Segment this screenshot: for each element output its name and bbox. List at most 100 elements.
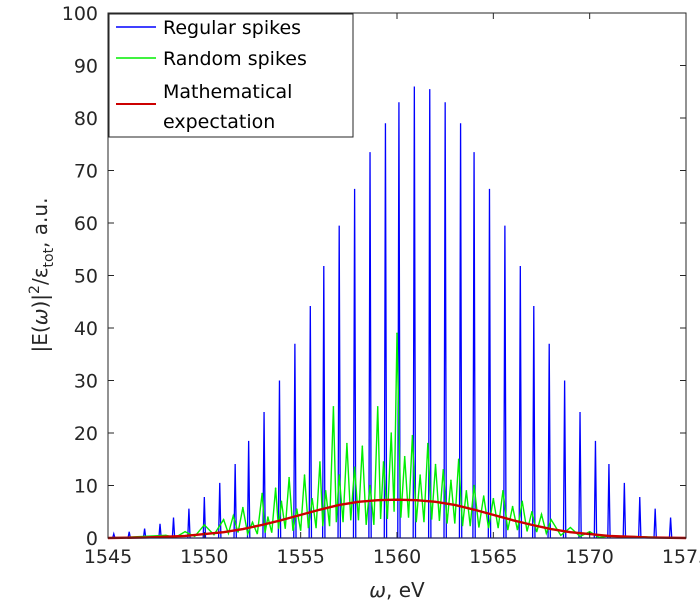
random-spike-point <box>502 489 504 492</box>
random-spike-point <box>411 434 414 437</box>
expectation-point <box>531 524 533 526</box>
random-spike-point <box>261 492 263 495</box>
random-spike-point <box>267 516 269 518</box>
random-spike-point <box>540 513 543 516</box>
expectation-point <box>511 519 514 521</box>
regular-spike <box>562 380 567 539</box>
regular-spike <box>171 517 176 539</box>
random-spike-point <box>353 466 356 468</box>
regular-spike <box>472 152 476 539</box>
expectation-point <box>261 524 263 526</box>
random-spike-point <box>242 506 244 509</box>
ticks-layer: 1545 1550 1555 1560 1565 1570 1575 0 10 20 30 40 50 6… <box>62 3 700 568</box>
random-spike-point <box>403 455 406 458</box>
random-spike-point <box>450 479 452 482</box>
regular-spike <box>127 531 131 539</box>
random-spike-point <box>319 461 321 463</box>
random-spike-point <box>369 484 371 487</box>
y-axis-label: |E(ω)|2/εtot, a.u. <box>27 198 57 353</box>
legend-box <box>108 13 354 138</box>
legend-label-expectation-2: expectation <box>163 111 275 133</box>
expectation-point <box>550 528 552 530</box>
series-2 <box>107 498 687 540</box>
random-spike-point <box>550 518 552 521</box>
regular-spike <box>607 463 611 539</box>
random-spike-point <box>232 515 235 517</box>
random-spike-point <box>511 505 514 508</box>
y-tick-label: 40 <box>74 318 98 340</box>
legend-label-expectation-1: Mathematical <box>163 81 292 103</box>
expectation-point <box>357 501 360 503</box>
y-tick-label: 30 <box>74 371 98 393</box>
random-spike-point <box>376 405 379 408</box>
y-tick-label: 90 <box>74 56 98 78</box>
expectation-point <box>415 499 417 501</box>
expectation-point <box>319 509 321 511</box>
regular-spike <box>637 497 642 539</box>
regular-spike <box>352 188 357 539</box>
expectation-point <box>377 499 379 501</box>
regular-spike <box>337 225 342 539</box>
regular-spike <box>368 152 372 539</box>
random-spike-point <box>303 474 306 476</box>
expectation-point <box>454 504 456 506</box>
y-tick-label: 70 <box>74 161 98 183</box>
random-spike-point <box>346 442 348 445</box>
expectation-point <box>242 528 244 530</box>
random-spike-point <box>521 500 524 503</box>
random-spike-point <box>492 497 495 500</box>
regular-spike <box>412 86 417 539</box>
regular-spike <box>487 188 492 539</box>
regular-spike <box>142 528 147 539</box>
regular-spike <box>321 266 326 539</box>
regular-spike <box>578 411 582 539</box>
y-tick-label: 80 <box>74 108 98 130</box>
random-spike-point <box>465 489 468 492</box>
random-spike-point <box>311 497 314 500</box>
regular-spike <box>518 266 523 539</box>
random-spike-point <box>280 500 283 503</box>
random-spike-point <box>531 510 533 513</box>
random-spike-point <box>288 476 290 479</box>
regular-spike <box>111 531 116 539</box>
random-spike-point <box>569 526 572 529</box>
expectation-point <box>300 514 302 516</box>
regular-spike <box>277 380 282 539</box>
random-spike-point <box>332 405 335 408</box>
random-spike-point <box>184 530 186 533</box>
expectation-point <box>280 519 282 521</box>
random-spike-point <box>434 463 437 466</box>
regular-spike <box>246 440 251 539</box>
random-spike-point <box>222 518 225 521</box>
x-tick-label: 1570 <box>565 546 613 568</box>
regular-spike <box>202 497 207 539</box>
series-1 <box>107 332 687 539</box>
expectation-point <box>434 501 437 503</box>
regular-spike <box>531 305 536 539</box>
legend: Regular spikes Random spikes Mathematica… <box>108 13 354 138</box>
regular-spike <box>308 305 313 539</box>
x-tick-label: 1545 <box>84 546 132 568</box>
y-tick-label: 0 <box>86 528 98 550</box>
y-tick-label: 100 <box>62 3 98 25</box>
regular-spike <box>262 411 266 539</box>
regular-spike <box>547 343 552 539</box>
x-tick-label: 1555 <box>276 546 324 568</box>
regular-spike <box>593 440 598 539</box>
regular-spike <box>622 482 627 539</box>
random-spike-point <box>482 495 485 497</box>
random-spike-point <box>203 524 206 526</box>
random-spike-point <box>251 521 254 524</box>
expectation-point <box>184 535 186 537</box>
series-0 <box>108 86 686 539</box>
x-tick-label: 1565 <box>469 546 517 568</box>
y-tick-label: 20 <box>74 423 98 445</box>
random-spike-point <box>390 432 393 434</box>
y-tick-label: 60 <box>74 213 98 235</box>
regular-spike <box>427 89 432 539</box>
regular-spike <box>187 508 191 539</box>
random-spike-point <box>473 484 475 487</box>
expectation-point <box>608 535 610 537</box>
x-tick-label: 1560 <box>373 546 421 568</box>
